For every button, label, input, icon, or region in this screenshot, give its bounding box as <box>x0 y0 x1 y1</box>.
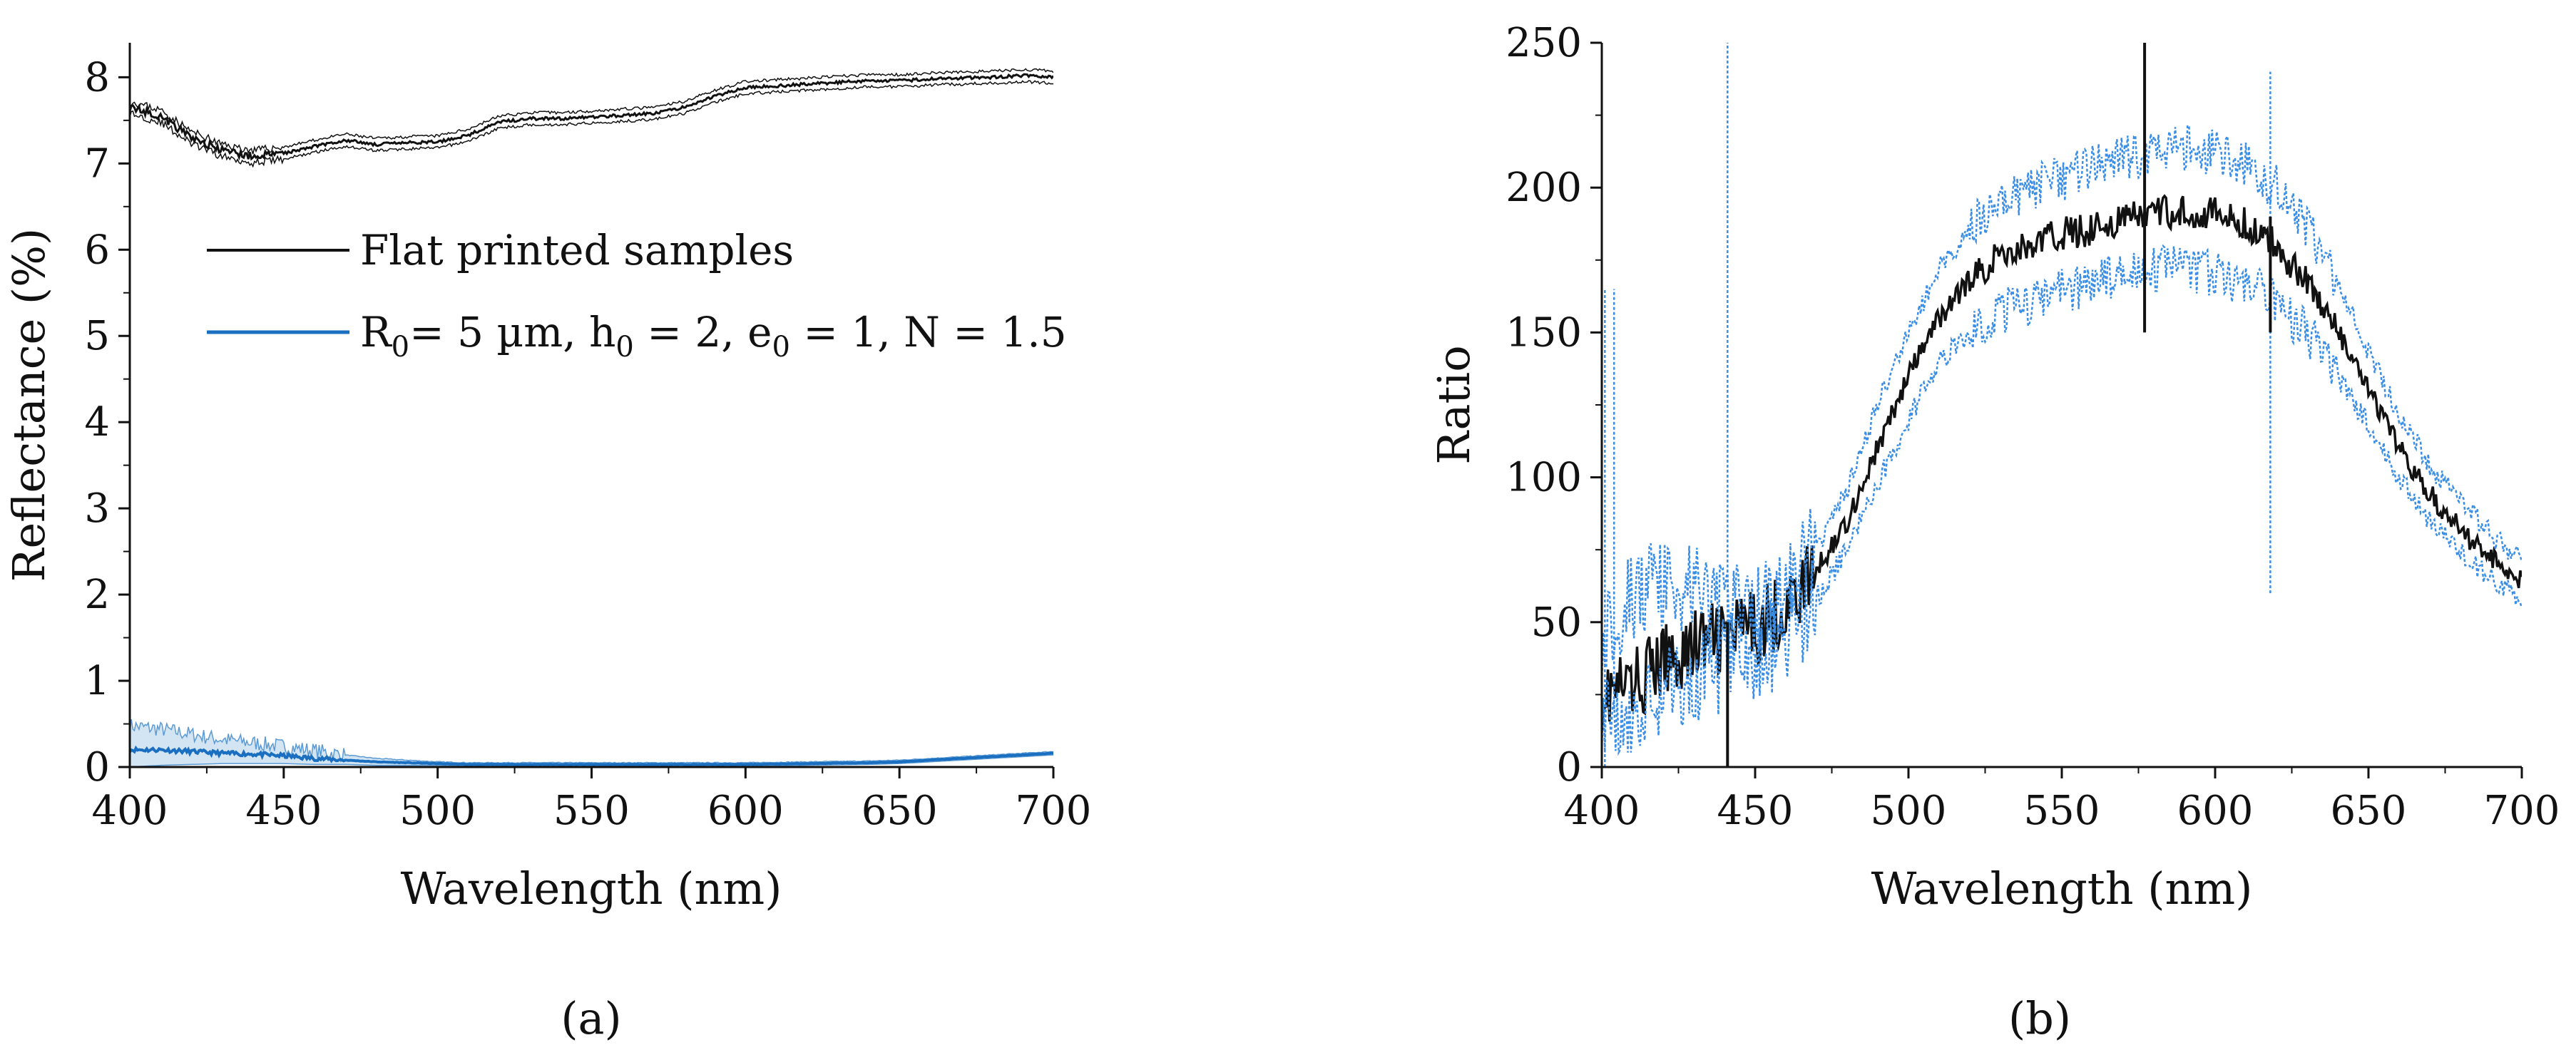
panel-b-y-tick-label: 0 <box>1556 744 1582 791</box>
panel-a-y-axis-title: Reflectance (%) <box>3 228 55 582</box>
panel-b-plot-area <box>1602 43 2522 767</box>
panel-b: 400 450 500 550 600 650 700 0 50 100 150 200 250 Wav… <box>1428 20 2560 1044</box>
series-ratio-lower <box>1602 244 2522 756</box>
panel-a: 400 450 500 550 600 650 700 0 1 2 3 4 5 6 7 8 Wavelengt… <box>3 43 1091 1044</box>
panel-b-x-tick-label: 600 <box>2177 788 2254 834</box>
panel-b-y-tick-label: 250 <box>1506 20 1582 66</box>
series-flat-printed-line <box>130 73 1053 161</box>
panel-a-legend: Flat printed samples R0= 5 µm, h0 = 2, e… <box>207 226 1067 364</box>
panel-b-x-tick-label: 450 <box>1717 788 1794 834</box>
panel-b-x-tick-label: 550 <box>2024 788 2100 834</box>
panel-b-x-tick-label: 700 <box>2484 788 2560 834</box>
panel-a-x-tick-label: 700 <box>1016 788 1092 834</box>
series-flat-printed-band-edge <box>130 68 1053 155</box>
panel-b-label: (b) <box>2008 992 2071 1044</box>
panel-b-y-tick-label: 50 <box>1531 600 1582 646</box>
panel-b-ticks: 400 450 500 550 600 650 700 0 50 100 150 200 250 <box>1506 20 2560 834</box>
series-ratio-upper <box>1602 123 2522 686</box>
series-model-band <box>130 719 1053 768</box>
panel-b-x-axis-title: Wavelength (nm) <box>1871 863 2253 915</box>
panel-a-x-tick-label: 650 <box>862 788 938 834</box>
panel-a-x-tick-label: 500 <box>399 788 476 834</box>
panel-a-y-tick-label: 5 <box>84 313 110 359</box>
panel-b-x-tick-label: 400 <box>1564 788 1640 834</box>
panel-a-y-tick-label: 3 <box>84 485 110 532</box>
panel-b-y-tick-label: 100 <box>1506 455 1582 501</box>
panel-a-x-tick-label: 450 <box>245 788 322 834</box>
panel-a-y-tick-label: 8 <box>84 54 110 101</box>
panel-a-x-tick-label: 550 <box>553 788 630 834</box>
panel-a-plot-area <box>130 68 1053 768</box>
panel-a-x-axis-title: Wavelength (nm) <box>401 863 782 915</box>
panel-a-ticks: 400 450 500 550 600 650 700 0 1 2 3 4 5 6 7 8 <box>84 54 1091 834</box>
panel-a-y-tick-label: 2 <box>84 572 110 618</box>
panel-a-y-tick-label: 1 <box>84 658 110 704</box>
panel-a-x-tick-label: 600 <box>707 788 784 834</box>
panel-b-y-tick-label: 150 <box>1506 309 1582 356</box>
panel-a-y-tick-label: 7 <box>84 140 110 187</box>
panel-a-y-tick-label: 6 <box>84 227 110 273</box>
panel-b-x-tick-label: 500 <box>1871 788 1947 834</box>
panel-a-x-tick-label: 400 <box>92 788 168 834</box>
series-model-line <box>130 745 1053 766</box>
panel-b-y-tick-label: 200 <box>1506 165 1582 211</box>
legend-label-flat-printed: Flat printed samples <box>360 226 794 274</box>
panel-b-y-axis-title: Ratio <box>1428 345 1480 464</box>
legend-label-model: R0= 5 µm, h0 = 2, e0 = 1, N = 1.5 <box>360 308 1067 364</box>
series-ratio-mean <box>1602 194 2522 733</box>
panel-b-x-tick-label: 650 <box>2331 788 2407 834</box>
panel-a-y-tick-label: 0 <box>84 744 110 791</box>
series-flat-printed-band-edge <box>130 80 1053 168</box>
panel-a-label: (a) <box>561 992 621 1044</box>
panel-a-y-tick-label: 4 <box>84 399 110 446</box>
